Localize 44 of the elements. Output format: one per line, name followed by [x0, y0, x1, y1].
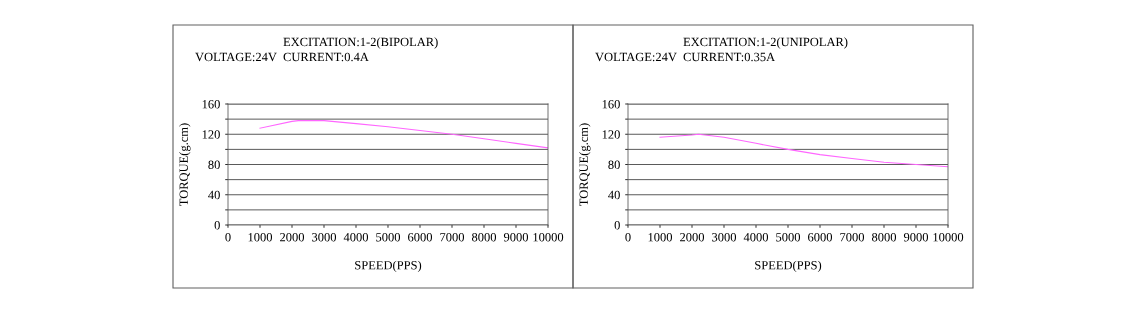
x-tick-label: 3000	[312, 233, 337, 242]
x-tick-label: 10000	[933, 233, 964, 242]
x-tick-label: 0	[625, 233, 631, 242]
y-tick-label: 160	[602, 100, 620, 109]
x-tick-label: 8000	[471, 233, 497, 242]
y-axis-title: TORQUE(g.cm)	[579, 123, 591, 206]
text: VOLTAGE:24V	[595, 52, 677, 62]
x-tick-label: 3000	[712, 233, 737, 242]
text: CURRENT:0.4A	[283, 52, 369, 62]
x-tick-label: 6000	[808, 233, 833, 242]
y-tick-label: 40	[608, 190, 620, 200]
x-tick-label: 2000	[680, 233, 705, 242]
x-axis-title: SPEED(PPS)	[755, 260, 822, 272]
x-tick-label: 4000	[743, 233, 769, 242]
y-tick-label: 120	[202, 130, 220, 139]
y-tick-label: 0	[214, 221, 220, 230]
x-tick-label: 10000	[533, 233, 564, 242]
x-tick-label: 1000	[648, 233, 673, 242]
y-tick-label: 160	[202, 100, 220, 109]
y-tick-label: 40	[208, 190, 220, 200]
x-tick-label: 4000	[343, 233, 369, 242]
x-tick-label: 0	[225, 233, 231, 242]
text: CURRENT:0.35A	[683, 52, 776, 62]
x-tick-label: 2000	[280, 233, 305, 242]
x-tick-label: 9000	[503, 233, 529, 242]
x-tick-label: 7000	[440, 233, 465, 242]
x-tick-label: 7000	[840, 233, 865, 242]
x-tick-label: 5000	[776, 233, 801, 242]
x-tick-label: 8000	[871, 233, 897, 242]
x-tick-label: 1000	[248, 233, 273, 242]
x-tick-label: 6000	[408, 233, 433, 242]
y-tick-label: 80	[608, 160, 620, 169]
x-tick-label: 5000	[376, 233, 401, 242]
line-series	[659, 133, 948, 168]
x-tick-label: 9000	[903, 233, 929, 242]
text: VOLTAGE:24V	[195, 52, 277, 62]
y-tick-label: 0	[614, 221, 620, 230]
y-tick-label: 80	[208, 160, 220, 169]
text: EXCITATION:1-2(BIPOLAR)	[283, 37, 438, 49]
text: EXCITATION:1-2(UNIPOLAR)	[683, 37, 848, 49]
line-series	[259, 120, 548, 149]
y-tick-label: 120	[602, 130, 620, 139]
y-axis-title: TORQUE(g.cm)	[179, 123, 191, 206]
x-axis-title: SPEED(PPS)	[355, 260, 422, 272]
